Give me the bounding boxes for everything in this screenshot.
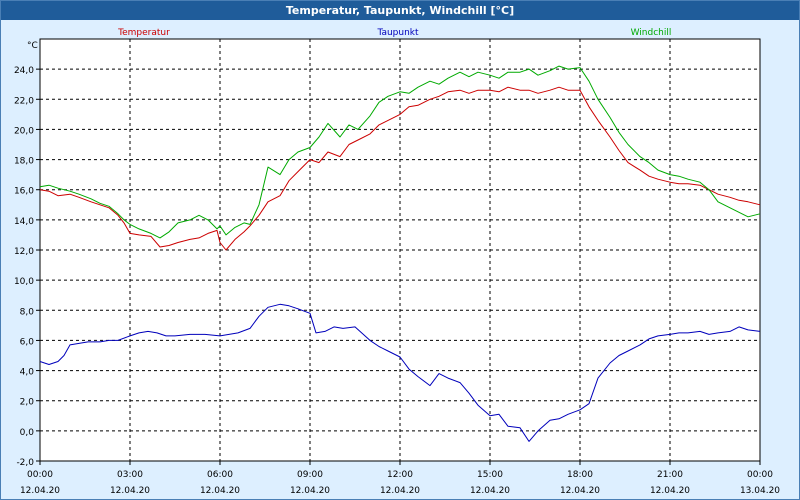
series-taupunkt-line bbox=[39, 303, 761, 442]
y-tick-label: 22,0 bbox=[14, 96, 34, 106]
y-tick-label: 20,0 bbox=[14, 126, 34, 136]
x-tick-date: 12.04.20 bbox=[20, 486, 60, 496]
y-axis-label: °C bbox=[27, 41, 38, 51]
y-tick-label: 2,0 bbox=[20, 398, 35, 408]
x-tick-time: 00:00 bbox=[27, 470, 53, 480]
x-tick-time: 21:00 bbox=[657, 470, 683, 480]
y-tick-label: 12,0 bbox=[14, 247, 34, 257]
x-tick-date: 12.04.20 bbox=[560, 486, 600, 496]
series-windchill-line bbox=[39, 65, 761, 239]
legend: Temperatur Taupunkt Windchill bbox=[117, 28, 671, 38]
axis-labels: -2,0 0,0 2,0 4,0 6,0 8,0 10,0 12,0 14,0 16,0 18,0 2… bbox=[14, 66, 780, 496]
legend-windchill: Windchill bbox=[631, 28, 672, 38]
legend-taupunkt: Taupunkt bbox=[376, 28, 419, 38]
y-tick-label: 10,0 bbox=[14, 277, 34, 287]
x-tick-time: 09:00 bbox=[297, 470, 323, 480]
x-tick-date: 12.04.20 bbox=[380, 486, 420, 496]
x-tick-time: 15:00 bbox=[477, 470, 503, 480]
x-tick-time: 12:00 bbox=[387, 470, 413, 480]
x-tick-date: 12.04.20 bbox=[200, 486, 240, 496]
x-tick-date: 12.04.20 bbox=[290, 486, 330, 496]
series-layer bbox=[39, 65, 761, 442]
x-tick-time: 03:00 bbox=[117, 470, 143, 480]
y-tick-label: 24,0 bbox=[14, 66, 34, 76]
line-chart: -2,0 0,0 2,0 4,0 6,0 8,0 10,0 12,0 14,0 16,0 18,0 2… bbox=[1, 20, 799, 499]
window-title: Temperatur, Taupunkt, Windchill [°C] bbox=[1, 1, 799, 20]
y-tick-label: 18,0 bbox=[14, 157, 34, 167]
y-tick-label: 0,0 bbox=[20, 428, 35, 438]
y-tick-label: 6,0 bbox=[20, 337, 35, 347]
y-tick-label: 4,0 bbox=[20, 368, 35, 378]
x-tick-date: 13.04.20 bbox=[740, 486, 780, 496]
x-tick-date: 12.04.20 bbox=[650, 486, 690, 496]
y-tick-label: -2,0 bbox=[16, 458, 34, 468]
x-tick-date: 12.04.20 bbox=[110, 486, 150, 496]
y-tick-label: 8,0 bbox=[20, 307, 35, 317]
x-tick-time: 00:00 bbox=[747, 470, 773, 480]
x-tick-time: 06:00 bbox=[207, 470, 233, 480]
x-tick-time: 18:00 bbox=[567, 470, 593, 480]
legend-temperatur: Temperatur bbox=[117, 28, 170, 38]
y-tick-label: 16,0 bbox=[14, 187, 34, 197]
series-temperatur-line bbox=[39, 86, 761, 251]
y-tick-label: 14,0 bbox=[14, 217, 34, 227]
grid bbox=[36, 39, 761, 465]
x-tick-date: 12.04.20 bbox=[470, 486, 510, 496]
